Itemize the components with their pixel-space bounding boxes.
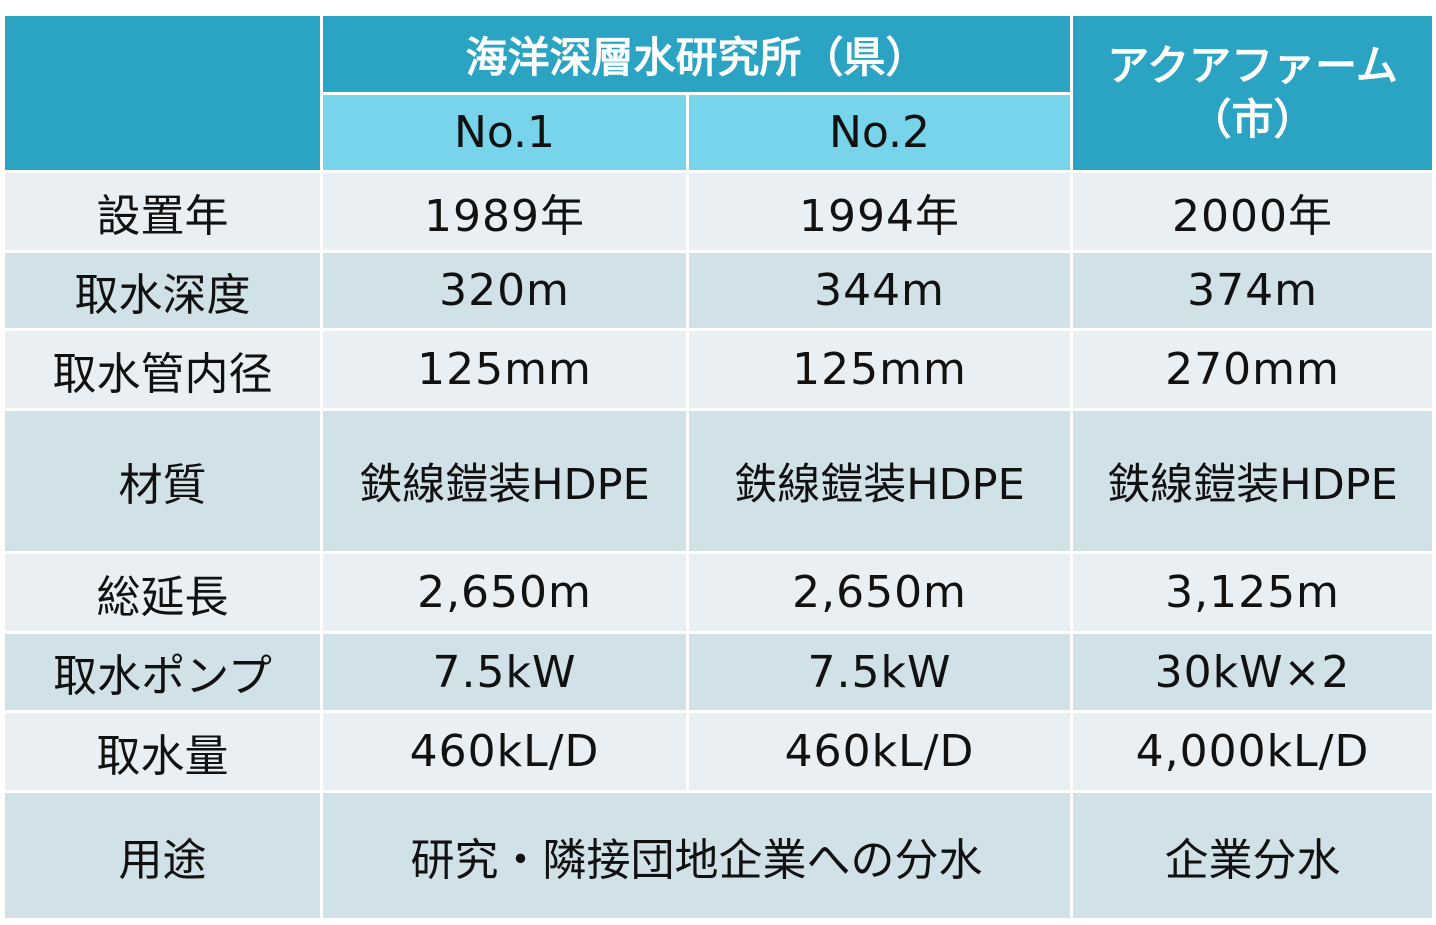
cell-no1: 125mm bbox=[320, 328, 689, 411]
table-row: 材質 鉄線鎧装HDPE 鉄線鎧装HDPE 鉄線鎧装HDPE bbox=[2, 408, 1436, 554]
row-label: 材質 bbox=[2, 408, 323, 554]
row-label: 取水ポンプ bbox=[2, 631, 323, 713]
header-aquafarm-city: （市） bbox=[1189, 95, 1316, 144]
row-label: 設置年 bbox=[2, 170, 323, 253]
cell-aquafarm: 2000年 bbox=[1070, 170, 1436, 253]
water-intake-comparison-table: 海洋深層水研究所（県） アクアファーム （市） No.1 No.2 設置年 19… bbox=[2, 13, 1436, 921]
usage-institute: 研究・隣接団地企業への分水 bbox=[319, 790, 1074, 921]
cell-no2: 460kL/D bbox=[685, 710, 1074, 793]
row-label: 取水量 bbox=[2, 710, 323, 793]
header-corner-cell bbox=[2, 13, 323, 173]
cell-aquafarm: 270mm bbox=[1070, 328, 1436, 411]
table-row-usage: 用途 研究・隣接団地企業への分水 企業分水 bbox=[2, 790, 1436, 921]
header-institute: 海洋深層水研究所（県） bbox=[319, 13, 1074, 95]
cell-aquafarm: 鉄線鎧装HDPE bbox=[1070, 408, 1436, 554]
header-aquafarm: アクアファーム （市） bbox=[1070, 13, 1436, 173]
cell-no1: 2,650m bbox=[320, 551, 689, 634]
usage-aquafarm: 企業分水 bbox=[1070, 790, 1436, 921]
row-label: 総延長 bbox=[2, 551, 323, 634]
header-row-top: 海洋深層水研究所（県） アクアファーム （市） bbox=[2, 13, 1436, 173]
cell-no2: 鉄線鎧装HDPE bbox=[685, 408, 1074, 554]
header-row-bottom: No.1 No.2 bbox=[4, 92, 1434, 173]
table-row: 設置年 1989年 1994年 2000年 bbox=[2, 170, 1436, 253]
cell-no2: 344m bbox=[685, 250, 1074, 331]
header-no2: No.2 bbox=[685, 92, 1074, 173]
cell-no2: 2,650m bbox=[685, 551, 1074, 634]
cell-no1: 1989年 bbox=[320, 170, 689, 253]
cell-aquafarm: 3,125m bbox=[1070, 551, 1436, 634]
cell-no1: 鉄線鎧装HDPE bbox=[320, 408, 689, 554]
header-no1: No.1 bbox=[320, 92, 689, 173]
cell-aquafarm: 374m bbox=[1070, 250, 1436, 331]
cell-no2: 1994年 bbox=[685, 170, 1074, 253]
table-row: 総延長 2,650m 2,650m 3,125m bbox=[2, 551, 1436, 634]
table-row: 取水管内径 125mm 125mm 270mm bbox=[2, 328, 1436, 411]
cell-no1: 7.5kW bbox=[320, 631, 689, 713]
row-label: 取水管内径 bbox=[2, 328, 323, 411]
header-aquafarm-name: アクアファーム bbox=[1107, 41, 1398, 90]
cell-aquafarm: 4,000kL/D bbox=[1070, 710, 1436, 793]
cell-no1: 320m bbox=[320, 250, 689, 331]
table-row: 取水量 460kL/D 460kL/D 4,000kL/D bbox=[2, 710, 1436, 793]
row-label: 取水深度 bbox=[2, 250, 323, 331]
cell-no2: 125mm bbox=[685, 328, 1074, 411]
cell-aquafarm: 30kW×2 bbox=[1070, 631, 1436, 713]
table-row: 取水深度 320m 344m 374m bbox=[2, 250, 1436, 331]
usage-label: 用途 bbox=[2, 790, 323, 921]
table-row: 取水ポンプ 7.5kW 7.5kW 30kW×2 bbox=[2, 631, 1436, 713]
cell-no2: 7.5kW bbox=[685, 631, 1074, 713]
cell-no1: 460kL/D bbox=[320, 710, 689, 793]
